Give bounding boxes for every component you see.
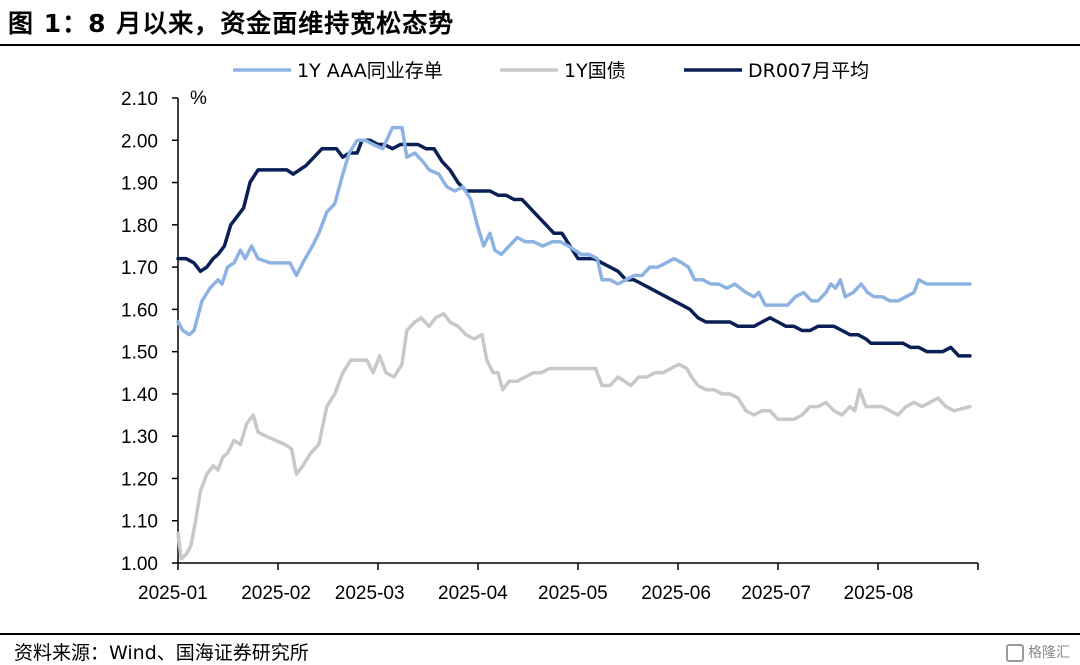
x-tick-label: 2025-08 [844,583,914,604]
series-line-2 [176,138,972,358]
x-tick-label: 2025-01 [138,583,208,604]
x-tick-label: 2025-07 [741,583,811,604]
series-lines [176,125,972,561]
x-tick-label: 2025-05 [538,583,608,604]
y-tick-label: 1.20 [121,469,158,490]
y-tick-label: 1.10 [121,512,158,533]
watermark: 格隆汇 [1006,642,1070,662]
legend-label: DR007月平均 [748,60,869,82]
y-tick-label: 1.70 [121,258,158,279]
x-tick-label: 2025-06 [641,583,711,604]
y-tick-label: 1.30 [121,427,158,448]
x-tick-label: 2025-04 [438,583,508,604]
figure-title: 图 1：8 月以来，资金面维持宽松态势 [8,9,455,38]
y-tick-label: 1.90 [121,174,158,195]
chart-legend: 1Y AAA同业存单 1Y国债 DR007月平均 [233,60,869,82]
line-chart: 1Y AAA同业存单 1Y国债 DR007月平均 % 2.10 2.00 1.90 1.8… [121,60,979,604]
source-note: 资料来源：Wind、国海证券研究所 [14,642,309,664]
bottom-rule [0,633,1080,635]
x-tick-label: 2025-03 [335,583,405,604]
y-tick-label: 2.10 [121,89,158,110]
y-axis: 2.10 2.00 1.90 1.80 1.70 1.60 1.50 1.40 1.30 1.20… [121,89,179,575]
x-tick-label: 2025-02 [241,583,311,604]
y-tick-label: 1.40 [121,385,158,406]
watermark-text: 格隆汇 [1028,645,1070,661]
y-tick-label: 1.80 [121,216,158,237]
series-line-0 [176,125,972,337]
y-axis-unit: % [190,88,207,109]
y-tick-label: 1.60 [121,300,158,321]
y-tick-label: 1.50 [121,343,158,364]
watermark-logo-icon [1006,644,1024,662]
x-axis: 2025-01 2025-02 2025-03 2025-04 2025-05 2025-… [138,562,979,604]
y-tick-label: 1.00 [121,554,158,575]
legend-label: 1Y AAA同业存单 [297,60,443,82]
legend-label: 1Y国债 [564,60,626,82]
series-line-1 [176,311,972,561]
top-rule [0,44,1080,46]
y-tick-label: 2.00 [121,131,158,152]
